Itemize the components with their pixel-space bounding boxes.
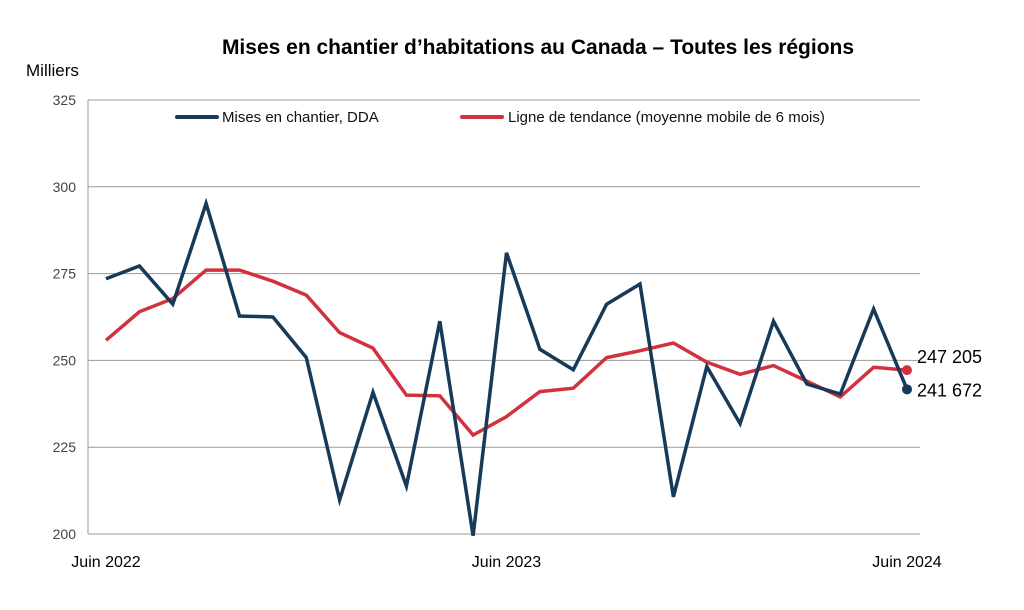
end-value-labels: 241 672 247 205 (917, 347, 982, 400)
series-lines (104, 197, 912, 536)
end-label-trend-series: 247 205 (917, 347, 982, 367)
x-tick-label: Juin 2023 (472, 554, 541, 571)
series-line-1 (104, 268, 908, 438)
y-tick-label: 275 (53, 266, 77, 282)
y-tick-label: 200 (53, 526, 77, 542)
series-end-point-1 (902, 365, 912, 376)
legend: Mises en chantier, DDA Ligne de tendance … (175, 109, 825, 126)
y-tick-label: 225 (53, 439, 77, 455)
gridlines (87, 99, 920, 535)
x-tick-label: Juin 2022 (71, 554, 140, 571)
series-line-0 (105, 197, 909, 536)
end-label-main-series: 241 672 (917, 380, 982, 400)
legend-label: Ligne de tendance (moyenne mobile de 6 m… (508, 109, 825, 126)
y-axis-unit-label: Milliers (26, 61, 79, 80)
x-tick-labels: Juin 2022 Juin 2023 Juin 2024 (71, 554, 941, 571)
y-tick-label: 250 (53, 352, 77, 368)
y-tick-labels: 200 225 250 275 300 325 (53, 92, 77, 542)
chart-title: Mises en chantier d’habitations au Canad… (222, 36, 854, 59)
y-tick-label: 300 (53, 179, 77, 195)
series-end-point-0 (902, 384, 912, 395)
y-tick-label: 325 (53, 92, 77, 108)
legend-label: Mises en chantier, DDA (222, 109, 379, 126)
x-tick-label: Juin 2024 (872, 554, 941, 571)
